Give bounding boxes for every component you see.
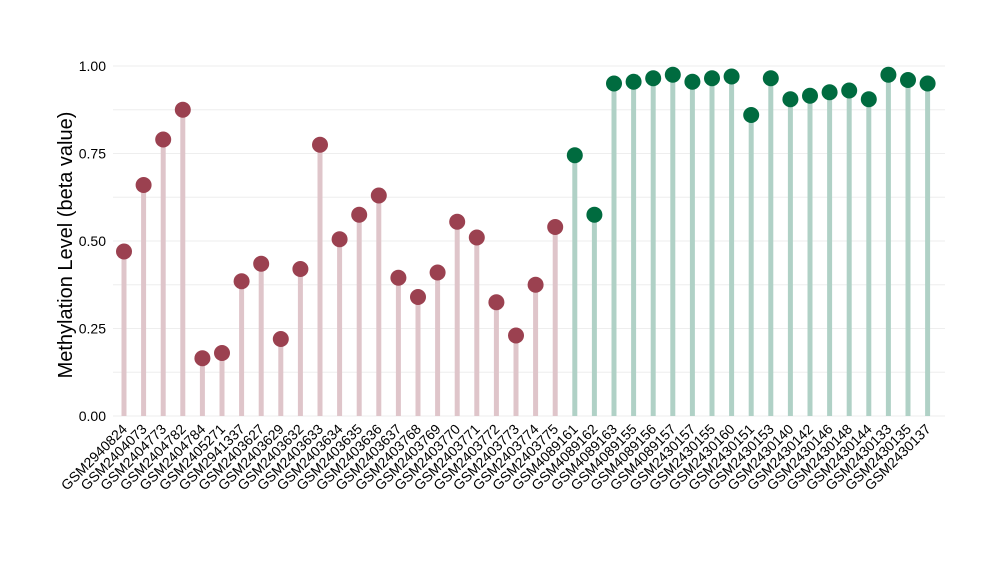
data-point — [547, 219, 564, 235]
y-tick-label: 0.25 — [79, 321, 106, 337]
x-axis-ticks: GSM2940824GSM2404073GSM2404773GSM2404782… — [58, 421, 934, 494]
data-point — [194, 350, 211, 367]
data-point — [723, 68, 740, 85]
data-point — [174, 101, 191, 118]
y-tick-label: 0.50 — [79, 233, 106, 249]
data-point — [253, 255, 270, 272]
data-point — [370, 187, 387, 204]
data-point — [508, 327, 524, 344]
data-point — [880, 66, 897, 83]
y-axis-ticks: 0.00 0.25 0.50 0.75 1.00 — [79, 58, 106, 424]
data-point — [762, 70, 779, 87]
stems — [121, 74, 931, 416]
y-tick-label: 0.75 — [79, 146, 106, 162]
data-point — [272, 331, 289, 347]
data-point — [312, 136, 328, 153]
data-point — [743, 107, 760, 123]
data-point — [900, 72, 916, 88]
data-point — [645, 70, 662, 87]
data-point — [292, 261, 309, 277]
y-axis-title: Methylation Level (beta value) — [55, 112, 77, 379]
data-point — [468, 229, 485, 246]
data-point — [449, 213, 466, 230]
data-point — [586, 206, 603, 223]
data-point — [527, 276, 544, 293]
data-point — [135, 177, 152, 193]
data-point — [390, 269, 407, 286]
data-point — [821, 84, 838, 101]
data-point — [410, 289, 426, 305]
data-point — [488, 294, 505, 311]
data-point — [625, 73, 642, 90]
data-point — [351, 206, 368, 223]
y-tick-label: 0.00 — [79, 408, 106, 424]
data-point — [331, 231, 348, 248]
data-point — [429, 264, 446, 281]
data-point — [841, 82, 858, 99]
data-point — [606, 75, 622, 92]
data-point — [155, 131, 172, 148]
grid — [113, 65, 945, 417]
data-point — [116, 243, 132, 260]
data-point — [664, 66, 681, 83]
data-point — [233, 273, 250, 290]
data-point — [684, 73, 701, 90]
data-point — [919, 75, 936, 92]
data-point — [782, 91, 799, 108]
data-point — [802, 87, 818, 104]
points — [116, 66, 936, 367]
data-point — [860, 91, 877, 108]
data-point — [214, 345, 230, 361]
y-tick-label: 1.00 — [79, 58, 106, 74]
data-point — [704, 70, 720, 87]
data-point — [566, 147, 583, 164]
